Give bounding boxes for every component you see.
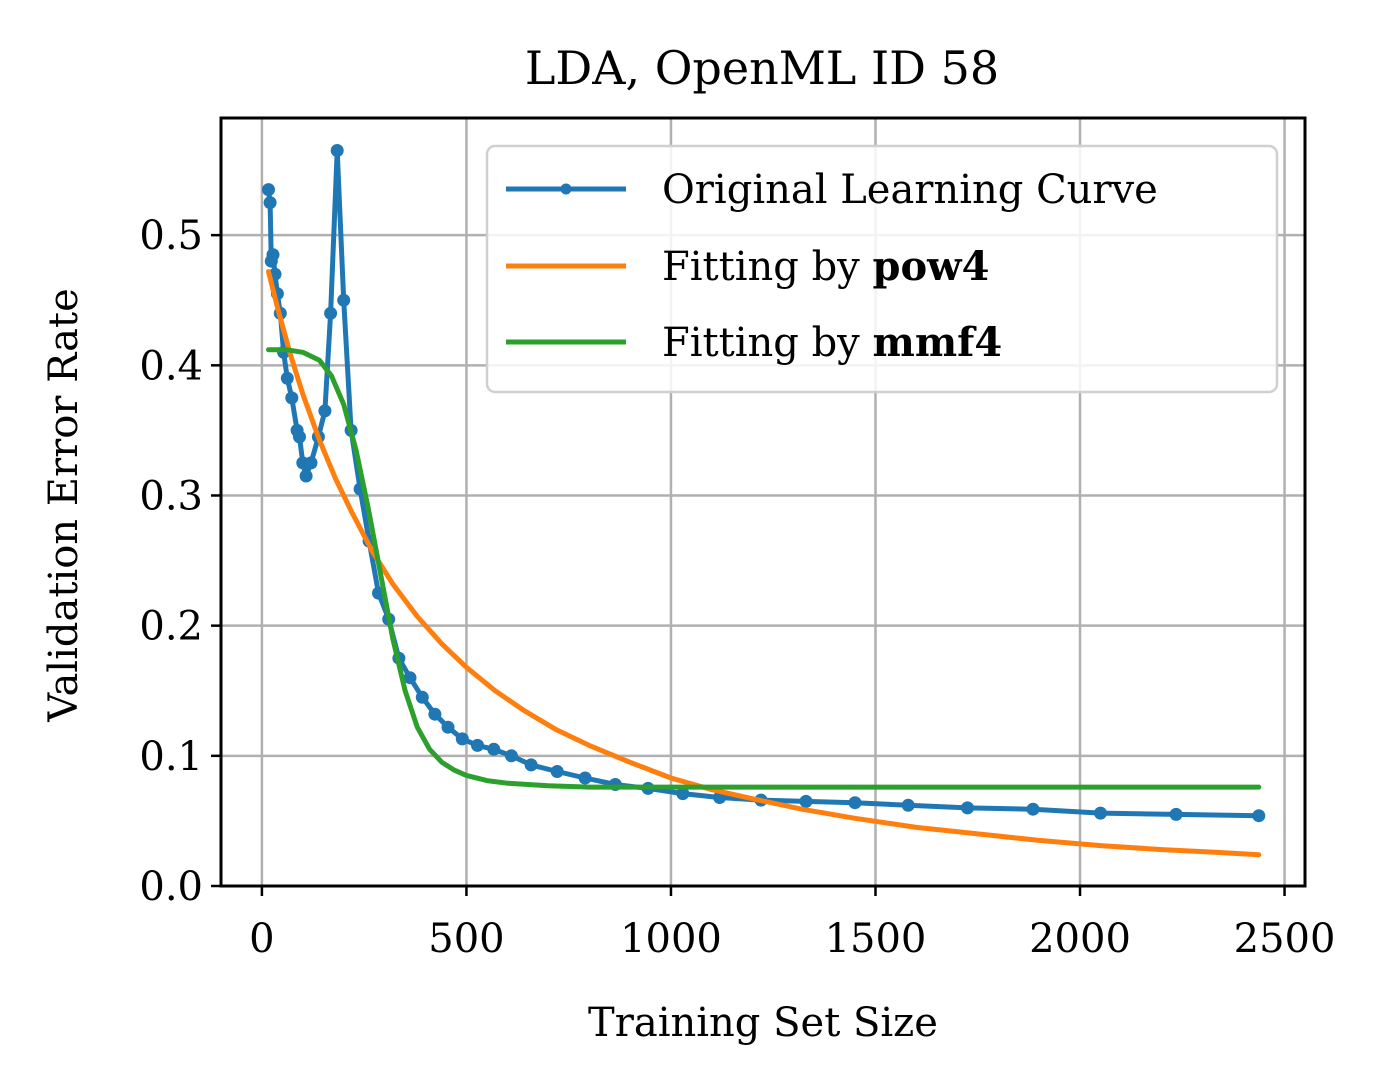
series-point-original <box>330 144 344 157</box>
series-point-original <box>455 732 469 746</box>
series-point-original <box>504 749 518 763</box>
y-tick-label: 0.4 <box>139 343 203 389</box>
legend-label-mmf4-prefix: Fitting by <box>662 320 873 366</box>
series-point-original <box>324 306 338 320</box>
x-tick-label: 500 <box>428 916 504 962</box>
y-tick-label: 0.5 <box>139 213 203 259</box>
series-line-mmf4 <box>266 347 1262 790</box>
y-tick-label: 0.3 <box>139 473 203 519</box>
legend-marker-original <box>560 183 572 195</box>
series-point-original <box>262 183 275 197</box>
series-point-original <box>299 469 313 483</box>
series-point-original <box>337 293 351 307</box>
y-tick-label: 0.0 <box>139 864 203 910</box>
x-axis: 0 500 1000 1500 2000 2500 <box>249 886 1335 962</box>
x-tick-label: 1500 <box>825 916 927 962</box>
series-point-original <box>318 404 332 418</box>
series-point-original <box>263 196 277 210</box>
series-point-original <box>266 248 280 262</box>
series-point-original <box>550 765 564 778</box>
series-point-original <box>799 794 813 808</box>
series-point-original <box>415 690 429 704</box>
legend: Original Learning Curve Fitting by pow4 … <box>485 144 1279 394</box>
legend-label-mmf4-bold: mmf4 <box>873 319 1003 366</box>
y-axis: 0.0 0.1 0.2 0.3 0.4 0.5 <box>139 213 221 910</box>
x-axis-label: Training Set Size <box>588 1000 938 1046</box>
legend-label-pow4-bold: pow4 <box>873 243 990 290</box>
series-point-original <box>1094 806 1107 820</box>
plot-frame <box>219 116 1307 888</box>
legend-label-original: Original Learning Curve <box>662 167 1158 213</box>
series-point-original <box>280 371 294 385</box>
series-point-original <box>1252 809 1266 823</box>
chart-title: LDA, OpenML ID 58 <box>525 41 999 95</box>
legend-label-pow4: Fitting by pow4 <box>662 243 989 290</box>
series-point-original <box>285 391 299 405</box>
series-point-original <box>676 787 690 801</box>
y-tick-label: 0.1 <box>139 734 203 780</box>
series-point-original <box>578 771 592 785</box>
series-point-original <box>428 707 442 721</box>
legend-box <box>485 144 1279 394</box>
series-point-original <box>471 738 484 752</box>
y-axis-label: Validation Error Rate <box>41 288 87 723</box>
legend-label-pow4-prefix: Fitting by <box>662 244 873 290</box>
x-tick-label: 2000 <box>1029 916 1131 962</box>
x-tick-label: 0 <box>249 916 274 962</box>
legend-label-mmf4: Fitting by mmf4 <box>662 319 1002 366</box>
series-point-original <box>524 758 538 772</box>
series-point-original <box>441 720 455 734</box>
series-point-original <box>1169 807 1183 821</box>
y-tick-label: 0.2 <box>139 604 203 650</box>
series-point-original <box>961 801 974 815</box>
series-line-pow4 <box>266 269 1262 858</box>
series-point-original <box>848 796 862 810</box>
series-layer <box>262 144 1266 858</box>
series-point-original <box>487 742 501 756</box>
x-tick-label: 1000 <box>620 916 722 962</box>
series-point-original <box>293 430 306 444</box>
series-point-original <box>403 671 417 685</box>
series-point-original <box>901 798 915 812</box>
x-tick-label: 2500 <box>1234 916 1336 962</box>
series-point-original <box>1026 802 1040 816</box>
series-point-original <box>304 456 318 470</box>
